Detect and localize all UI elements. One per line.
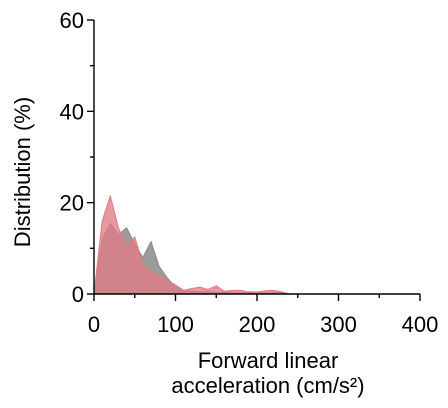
- y-tick-label: 40: [60, 99, 84, 124]
- y-tick-label: 0: [72, 282, 84, 307]
- x-axis-title-line-1: Forward linear: [198, 348, 339, 373]
- y-axis-title: Distribution (%): [10, 97, 35, 247]
- series-2-area: [94, 196, 290, 294]
- axes: [94, 20, 420, 294]
- x-axis-title-line-2: acceleration (cm/s²): [171, 373, 364, 398]
- x-tick-label: 0: [88, 312, 100, 337]
- y-tick-label: 20: [60, 191, 84, 216]
- x-tick-label: 300: [320, 312, 357, 337]
- plot-area: [94, 196, 290, 294]
- x-tick-label: 200: [239, 312, 276, 337]
- x-tick-label: 400: [402, 312, 439, 337]
- y-tick-label: 60: [60, 8, 84, 33]
- x-tick-label: 100: [157, 312, 194, 337]
